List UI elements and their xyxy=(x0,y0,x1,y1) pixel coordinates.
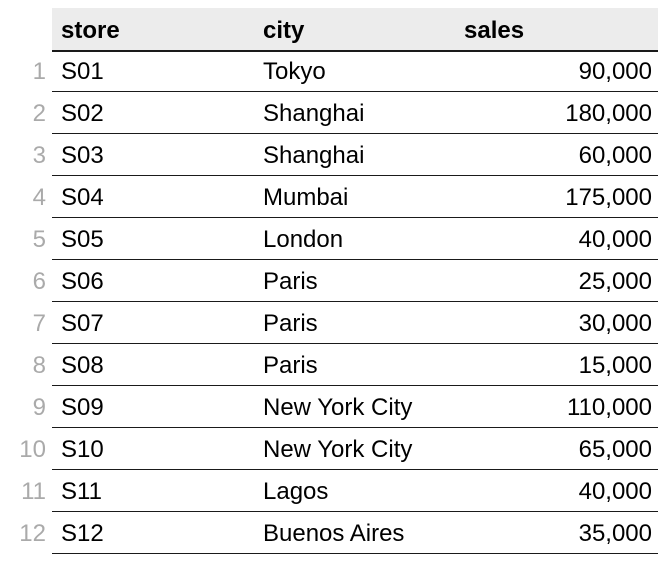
row-divider xyxy=(52,469,658,470)
table-row[interactable]: 1 S01 Tokyo 90,000 xyxy=(0,50,670,92)
city-cell[interactable]: Paris xyxy=(263,268,318,295)
store-cell[interactable]: S07 xyxy=(61,310,104,337)
row-divider xyxy=(52,91,658,92)
city-cell[interactable]: Paris xyxy=(263,310,318,337)
city-cell[interactable]: Tokyo xyxy=(263,58,326,85)
row-index: 3 xyxy=(32,142,46,169)
row-divider xyxy=(52,385,658,386)
store-cell[interactable]: S09 xyxy=(61,394,104,421)
table-header-row: store city sales xyxy=(0,8,670,52)
table-row[interactable]: 6 S06 Paris 25,000 xyxy=(0,260,670,302)
table-row[interactable]: 9 S09 New York City 110,000 xyxy=(0,386,670,428)
sales-cell[interactable]: 60,000 xyxy=(578,142,652,169)
row-index: 5 xyxy=(32,226,46,253)
row-index: 4 xyxy=(32,184,46,211)
row-index: 6 xyxy=(32,268,46,295)
row-divider xyxy=(52,259,658,260)
store-cell[interactable]: S02 xyxy=(61,100,104,127)
sales-cell[interactable]: 35,000 xyxy=(578,520,652,547)
row-divider xyxy=(52,133,658,134)
table-row[interactable]: 11 S11 Lagos 40,000 xyxy=(0,470,670,512)
table-row[interactable]: 8 S08 Paris 15,000 xyxy=(0,344,670,386)
sales-cell[interactable]: 40,000 xyxy=(578,478,652,505)
row-divider xyxy=(52,175,658,176)
table-row[interactable]: 4 S04 Mumbai 175,000 xyxy=(0,176,670,218)
city-cell[interactable]: Lagos xyxy=(263,478,329,505)
table-row[interactable]: 2 S02 Shanghai 180,000 xyxy=(0,92,670,134)
row-index: 8 xyxy=(32,352,46,379)
city-cell[interactable]: New York City xyxy=(263,394,413,421)
city-cell[interactable]: London xyxy=(263,226,344,253)
sales-cell[interactable]: 110,000 xyxy=(567,394,652,421)
city-cell[interactable]: Mumbai xyxy=(263,184,349,211)
sales-cell[interactable]: 65,000 xyxy=(578,436,652,463)
row-divider xyxy=(52,427,658,428)
row-index: 10 xyxy=(19,436,46,463)
city-cell[interactable]: Shanghai xyxy=(263,142,365,169)
city-cell[interactable]: Paris xyxy=(263,352,318,379)
column-header-sales[interactable]: sales xyxy=(464,17,525,44)
store-cell[interactable]: S05 xyxy=(61,226,104,253)
row-index: 2 xyxy=(32,100,46,127)
table-row[interactable]: 3 S03 Shanghai 60,000 xyxy=(0,134,670,176)
sales-cell[interactable]: 30,000 xyxy=(578,310,652,337)
column-header-store[interactable]: store xyxy=(61,17,120,44)
table-row[interactable]: 7 S07 Paris 30,000 xyxy=(0,302,670,344)
store-cell[interactable]: S11 xyxy=(61,478,102,505)
row-divider xyxy=(52,301,658,302)
store-cell[interactable]: S08 xyxy=(61,352,104,379)
row-index: 12 xyxy=(19,520,46,547)
table-body: 1 S01 Tokyo 90,000 2 S02 Shanghai 180,000 3 S03 Sh… xyxy=(0,50,670,554)
sales-cell[interactable]: 180,000 xyxy=(565,100,652,127)
data-table: store city sales 1 S01 Tokyo 90,000 2 S02 Shan… xyxy=(0,8,670,554)
row-index: 9 xyxy=(32,394,46,421)
city-cell[interactable]: Buenos Aires xyxy=(263,520,405,547)
table-row[interactable]: 10 S10 New York City 65,000 xyxy=(0,428,670,470)
store-cell[interactable]: S01 xyxy=(61,58,104,85)
store-cell[interactable]: S06 xyxy=(61,268,104,295)
sales-cell[interactable]: 25,000 xyxy=(578,268,652,295)
store-cell[interactable]: S12 xyxy=(61,520,104,547)
city-cell[interactable]: New York City xyxy=(263,436,413,463)
row-divider xyxy=(52,217,658,218)
city-cell[interactable]: Shanghai xyxy=(263,100,365,127)
row-index: 11 xyxy=(21,478,46,505)
row-divider xyxy=(52,511,658,512)
row-divider xyxy=(52,343,658,344)
row-index: 7 xyxy=(32,310,46,337)
table-row[interactable]: 5 S05 London 40,000 xyxy=(0,218,670,260)
sales-cell[interactable]: 175,000 xyxy=(565,184,652,211)
store-cell[interactable]: S10 xyxy=(61,436,104,463)
header-background xyxy=(52,8,658,52)
sales-cell[interactable]: 15,000 xyxy=(578,352,652,379)
sales-cell[interactable]: 90,000 xyxy=(578,58,652,85)
column-header-city[interactable]: city xyxy=(263,17,305,44)
store-cell[interactable]: S03 xyxy=(61,142,104,169)
row-index: 1 xyxy=(32,58,46,85)
row-divider xyxy=(52,553,658,554)
table-row[interactable]: 12 S12 Buenos Aires 35,000 xyxy=(0,512,670,554)
store-cell[interactable]: S04 xyxy=(61,184,104,211)
sales-cell[interactable]: 40,000 xyxy=(578,226,652,253)
